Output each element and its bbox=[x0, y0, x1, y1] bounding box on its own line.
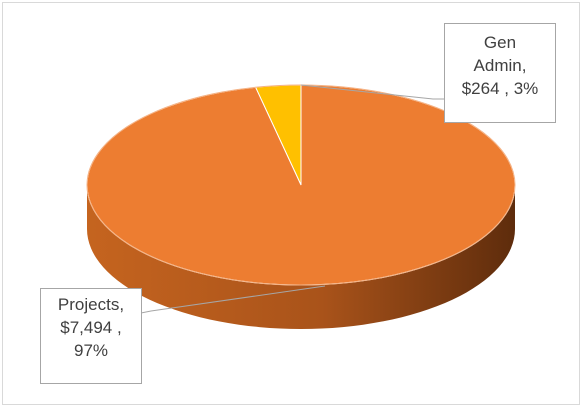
chart-area: Gen Admin, $264 , 3% Projects, $7,494 , … bbox=[2, 2, 580, 405]
gen-admin-label-line3: $264 , 3% bbox=[461, 79, 539, 98]
pie-chart bbox=[86, 84, 516, 329]
data-label-gen-admin: Gen Admin, $264 , 3% bbox=[444, 23, 556, 123]
data-label-projects: Projects, $7,494 , 97% bbox=[40, 288, 142, 384]
pie-side-wall bbox=[87, 185, 515, 329]
projects-label-line1: Projects, bbox=[57, 295, 125, 314]
leader-line-projects bbox=[140, 285, 326, 314]
gen-admin-label-line2: Admin, bbox=[473, 56, 527, 75]
leader-line-gen-admin bbox=[300, 84, 444, 100]
projects-label-line2: $7,494 , bbox=[60, 318, 122, 337]
projects-label-line3: 97% bbox=[73, 341, 109, 360]
gen-admin-label-line1: Gen bbox=[483, 33, 517, 52]
